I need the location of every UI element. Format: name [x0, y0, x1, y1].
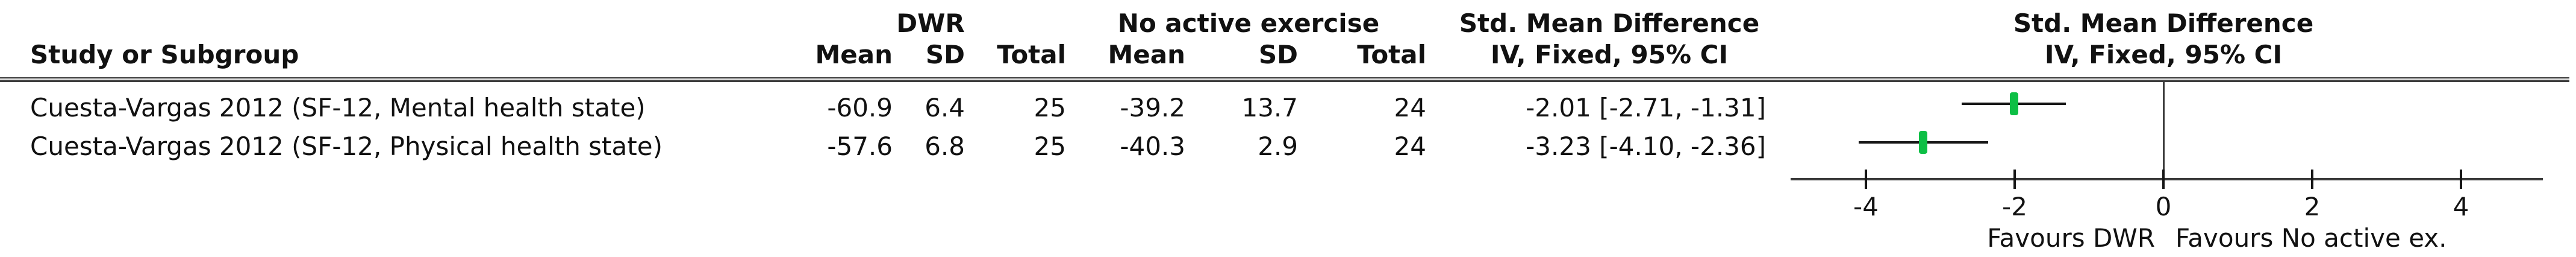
axis-tick — [2013, 170, 2016, 189]
study-label: Cuesta-Vargas 2012 (SF-12, Mental health… — [30, 93, 646, 122]
smd-ci-value: -3.23 [-4.10, -2.36] — [1526, 132, 1766, 161]
zero-line — [2163, 81, 2165, 180]
axis-tick — [1865, 170, 1867, 189]
group2-sd-header: SD — [1258, 40, 1298, 69]
study-label: Cuesta-Vargas 2012 (SF-12, Physical heal… — [30, 132, 663, 161]
axis-tick-label: 2 — [2304, 192, 2321, 221]
axis-tick — [2162, 170, 2165, 189]
ci-method-text-header: IV, Fixed, 95% CI — [1490, 40, 1729, 69]
study-column-header: Study or Subgroup — [30, 40, 299, 69]
group1-total-value: 25 — [1034, 93, 1066, 122]
favours-right-label: Favours No active ex. — [2175, 223, 2447, 253]
group2-header: No active exercise — [1117, 8, 1380, 38]
axis-tick — [2460, 170, 2462, 189]
group2-sd-value: 2.9 — [1258, 132, 1298, 161]
smd-marker — [1919, 131, 1928, 154]
smd-ci-value: -2.01 [-2.71, -1.31] — [1526, 93, 1766, 122]
smd-text-column-header: Std. Mean Difference — [1459, 8, 1760, 38]
favours-left-label: Favours DWR — [1987, 223, 2155, 253]
smd-graph-column-header: Std. Mean Difference — [2013, 8, 2314, 38]
axis-line — [1791, 178, 2543, 180]
axis-tick — [2311, 170, 2313, 189]
group1-total-header: Total — [997, 40, 1066, 69]
group1-mean-header: Mean — [815, 40, 893, 69]
axis-tick-label: 0 — [2155, 192, 2172, 221]
group1-sd-value: 6.4 — [925, 93, 965, 122]
axis-tick-label: -2 — [2002, 192, 2027, 221]
group1-sd-header: SD — [925, 40, 965, 69]
header-separator — [0, 77, 2569, 82]
group2-mean-header: Mean — [1108, 40, 1185, 69]
smd-marker — [2009, 92, 2018, 115]
group2-total-header: Total — [1357, 40, 1426, 69]
group1-sd-value: 6.8 — [925, 132, 965, 161]
group2-mean-value: -39.2 — [1120, 93, 1185, 122]
group1-header: DWR — [896, 8, 965, 38]
axis-tick-label: 4 — [2453, 192, 2469, 221]
group1-mean-value: -57.6 — [827, 132, 893, 161]
axis-tick-label: -4 — [1853, 192, 1879, 221]
group1-total-value: 25 — [1034, 132, 1066, 161]
ci-method-graph-header: IV, Fixed, 95% CI — [2044, 40, 2283, 69]
group1-mean-value: -60.9 — [827, 93, 893, 122]
group2-total-value: 24 — [1394, 93, 1426, 122]
group2-sd-value: 13.7 — [1241, 93, 1298, 122]
group2-total-value: 24 — [1394, 132, 1426, 161]
group2-mean-value: -40.3 — [1120, 132, 1185, 161]
